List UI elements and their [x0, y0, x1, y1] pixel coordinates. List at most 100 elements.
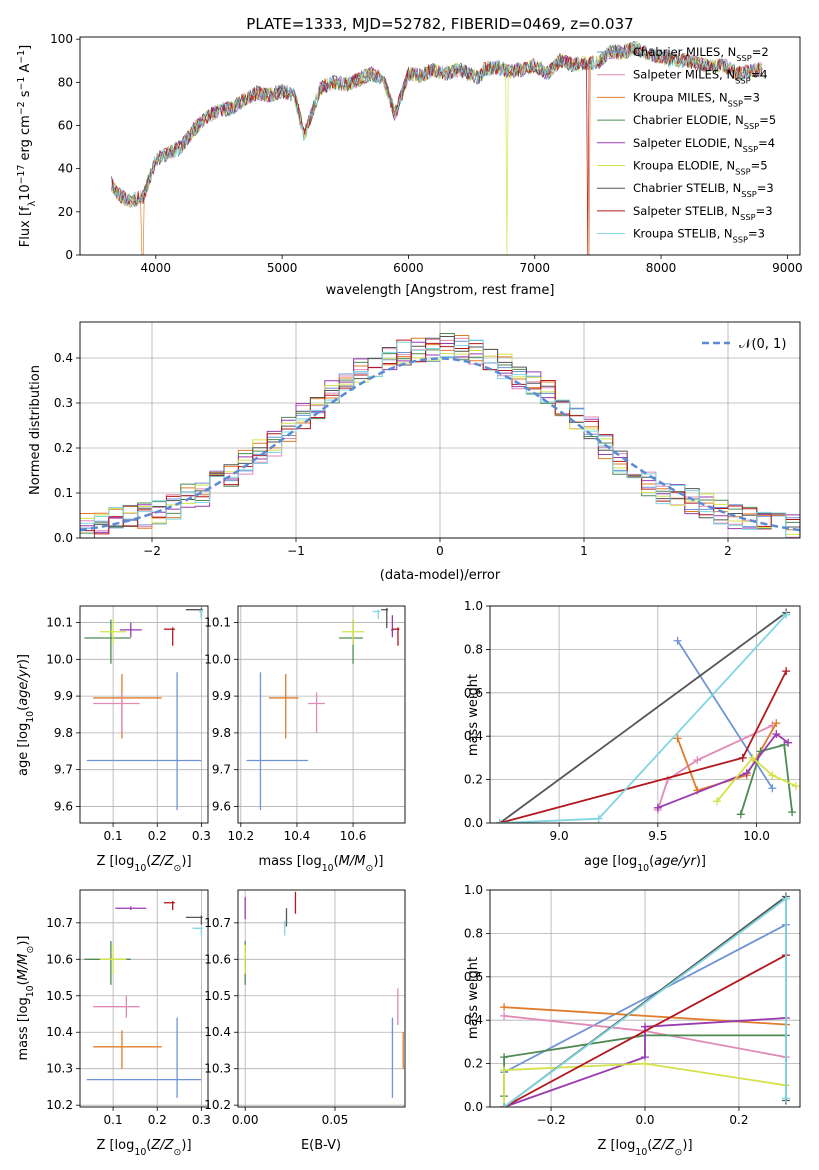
- x-tick-label: 0.05: [322, 1113, 349, 1127]
- errorbar-kroupa-stelib: [192, 926, 203, 936]
- y-tick-label: 0.2: [54, 441, 73, 455]
- axes-spectrum: 4000 5000 6000 7000 8000 9000 0 20 40 60 80 100: [50, 32, 803, 275]
- y-tick-label: 9.6: [54, 799, 73, 813]
- axes-mass-vs-Z: 0.1 0.2 0.3 10.2 10.3 10.4 10.5 10.6 10.7: [46, 890, 211, 1127]
- y-tick-label: 10.2: [46, 1098, 73, 1112]
- data-point: [772, 719, 781, 728]
- y-tick-label: 1.0: [464, 599, 483, 613]
- errorbar-kroupa-stelib: [199, 609, 203, 619]
- x-tick-label: −2: [143, 544, 161, 558]
- series-salpeter-miles: [653, 721, 777, 814]
- data-point: [500, 1066, 509, 1075]
- y-tick-label: 10.6: [204, 952, 231, 966]
- data-point: [742, 769, 751, 778]
- errorbar-salpeter-stelib: [163, 900, 175, 911]
- series-kroupa-stelib: [495, 610, 791, 823]
- x-tick-label: 7000: [519, 261, 550, 275]
- x-tick-label: −0.2: [536, 1113, 565, 1127]
- series-line: [656, 724, 773, 811]
- data-point: [768, 784, 777, 793]
- errorbar-kroupa-miles: [93, 674, 162, 739]
- y-axis-label: Flux [fλ10−17 erg cm−2 s−1 A−1]: [16, 45, 38, 247]
- data-point: [594, 814, 603, 823]
- errorbar-kroupa-stelib: [372, 609, 380, 619]
- series-salpeter-elodie: [653, 730, 793, 812]
- series-chabrier-elodie: [736, 740, 797, 819]
- series-line: [503, 954, 787, 1107]
- spectrum-kroupa-stelib: [111, 40, 763, 207]
- y-tick-label: 10.7: [46, 916, 73, 930]
- axes-mass-weight-vs-age: 9.0 9.5 10.0 0.0 0.2 0.4 0.6 0.8 1.0: [464, 599, 800, 843]
- data-point: [653, 803, 662, 812]
- errorbar-chabrier-elodie: [84, 619, 131, 664]
- errorbar-salpeter-elodie: [115, 906, 147, 911]
- y-tick-label: 0.8: [464, 926, 483, 940]
- histogram-kroupa-stelib: [80, 339, 800, 538]
- series-line: [499, 670, 788, 823]
- errorbar-kroupa-miles: [268, 674, 299, 739]
- axes-frame-age-vs-mass: [237, 605, 406, 824]
- legend-entry: Chabrier MILES, NSSP=2: [633, 45, 769, 63]
- data-point: [784, 738, 793, 747]
- y-tick-label: 100: [50, 32, 73, 46]
- y-tick-label: 9.7: [212, 763, 231, 777]
- y-tick-label: 9.6: [212, 799, 231, 813]
- series-kroupa-stelib: [500, 894, 790, 1107]
- series-line: [499, 611, 787, 823]
- y-tick-label: 0.6: [464, 686, 483, 700]
- y-tick-label: 0.0: [464, 1100, 483, 1114]
- y-tick-label: 0.4: [464, 1013, 483, 1027]
- y-tick-label: 0.1: [54, 486, 73, 500]
- x-tick-label: 2: [724, 544, 732, 558]
- errorbar-kroupa-elodie: [99, 618, 127, 645]
- y-tick-label: 1.0: [464, 883, 483, 897]
- y-tick-label: 0.6: [464, 970, 483, 984]
- series-line: [503, 1017, 786, 1107]
- y-tick-label: 0.4: [54, 351, 73, 365]
- y-tick-label: 9.9: [54, 689, 73, 703]
- legend-residuals: 𝒩(0, 1): [702, 337, 786, 352]
- errorbar-kroupa-miles: [93, 1030, 162, 1069]
- y-tick-label: 9.9: [212, 689, 231, 703]
- y-tick-label: 10.2: [204, 1098, 231, 1112]
- data-point: [748, 753, 757, 762]
- y-tick-label: 10.1: [204, 616, 231, 630]
- axes-frame-mass-vs-EBV: [237, 889, 406, 1108]
- x-tick-label: 0.2: [148, 1113, 167, 1127]
- x-tick-label: 0.00: [232, 1113, 259, 1127]
- y-tick-label: 10.5: [204, 989, 231, 1003]
- series-line: [739, 743, 793, 815]
- y-tick-label: 9.8: [54, 726, 73, 740]
- x-axis-label: Z [log10(Z/Z⊙)]: [96, 854, 191, 874]
- y-axis-label: Normed distribution: [28, 365, 43, 495]
- x-tick-label: 0: [436, 544, 444, 558]
- errorbar-salpeter-miles: [93, 995, 140, 1018]
- y-axis-label: mass weight: [466, 957, 481, 1039]
- histograms: [80, 332, 800, 538]
- series-line: [657, 732, 789, 809]
- errorbar-chabrier-stelib: [381, 607, 389, 629]
- series-line: [676, 640, 774, 789]
- x-tick-label: 1: [580, 544, 588, 558]
- errorbar-chabrier-miles: [246, 672, 309, 811]
- data-point: [782, 667, 791, 676]
- series-line: [503, 923, 787, 1074]
- data-point: [736, 810, 745, 819]
- axes-age-vs-Z: 0.1 0.2 0.3 9.6 9.7 9.8 9.9 10.0 10.1: [46, 606, 211, 843]
- x-axis-label: (data-model)/error: [380, 568, 501, 583]
- errorbar-salpeter-elodie: [390, 615, 394, 638]
- data-point: [673, 734, 682, 743]
- errorbar-chabrier-miles: [86, 1017, 202, 1098]
- normal-curve: [80, 357, 800, 532]
- errorbar-salpeter-miles: [308, 692, 326, 733]
- legend-entry: Salpeter MILES, NSSP=4: [633, 68, 768, 86]
- axes-frame-spectrum: [79, 36, 801, 256]
- y-tick-label: 10.0: [46, 652, 73, 666]
- y-tick-label: 0.2: [464, 1057, 483, 1071]
- legend-spectrum: Chabrier MILES, NSSP=2 Salpeter MILES, NS…: [597, 45, 776, 245]
- series-kroupa-miles: [673, 719, 781, 795]
- x-tick-label: 0.1: [104, 1113, 123, 1127]
- y-tick-label: 10.1: [46, 616, 73, 630]
- x-axis-label: age [log10(age/yr)]: [584, 854, 706, 874]
- errorbar-salpeter-elodie: [119, 622, 142, 638]
